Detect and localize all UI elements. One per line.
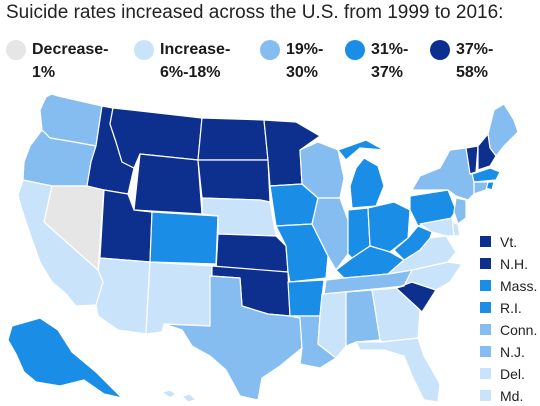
key-swatch-md	[480, 390, 491, 401]
legend-label-6-18: Increase- 6%-18%	[160, 41, 231, 81]
state-KS	[215, 233, 289, 273]
key-label-md: Md.	[500, 388, 524, 404]
legend-swatch-decrease	[6, 40, 26, 60]
state-NJ	[453, 197, 467, 225]
key-label-vt: Vt.	[500, 234, 518, 250]
state-VT	[465, 145, 479, 175]
state-AL	[345, 289, 381, 347]
key-swatch-vt	[480, 236, 491, 247]
state-SD	[197, 159, 271, 203]
legend-label-19-30: 19%- 30%	[286, 41, 324, 81]
state-AZ	[95, 257, 151, 335]
key-label-nj: N.J.	[500, 344, 525, 360]
key-label-del: Del.	[500, 366, 525, 382]
state-AR	[287, 279, 325, 317]
legend: Decrease- 1% Increase- 6%-18% 19%- 30% 3…	[0, 38, 540, 88]
state-IL	[311, 197, 349, 271]
key-swatch-nj	[480, 346, 491, 357]
state-NM	[145, 261, 213, 335]
legend-label-decrease: Decrease- 1%	[32, 41, 109, 81]
state-MI	[337, 139, 385, 209]
legend-swatch-31-37	[345, 40, 365, 60]
legend-swatch-37-58	[430, 40, 450, 60]
state-FL	[355, 337, 441, 403]
state-MA	[471, 167, 501, 183]
state-HI	[161, 389, 197, 403]
key-label-mass: Mass.	[500, 278, 538, 294]
state-ND	[197, 117, 269, 161]
state-CT	[473, 181, 489, 195]
state-MD	[419, 217, 455, 237]
key-label-conn: Conn.	[500, 322, 538, 338]
key-swatch-nh	[480, 258, 491, 269]
key-swatch-mass	[480, 280, 491, 291]
legend-label-37-58: 37%- 58%	[456, 41, 494, 81]
legend-label-31-37: 31%- 37%	[371, 41, 409, 81]
key-label-nh: N.H.	[500, 256, 528, 272]
legend-swatch-19-30	[260, 40, 280, 60]
legend-swatch-6-18	[134, 40, 154, 60]
state-ME	[487, 103, 519, 157]
state-TX	[163, 275, 303, 401]
state-CO	[149, 211, 219, 265]
state-AK	[7, 317, 123, 399]
key-swatch-ri	[480, 302, 491, 313]
state-WV	[393, 225, 433, 261]
state-NH	[477, 133, 497, 171]
map-title: Suicide rates increased across the U.S. …	[6, 2, 504, 23]
key-label-ri: R.I.	[500, 300, 522, 316]
key-swatch-del	[480, 368, 491, 379]
state-WY	[133, 153, 203, 215]
state-WI	[299, 141, 345, 199]
key-swatch-conn	[480, 324, 491, 335]
